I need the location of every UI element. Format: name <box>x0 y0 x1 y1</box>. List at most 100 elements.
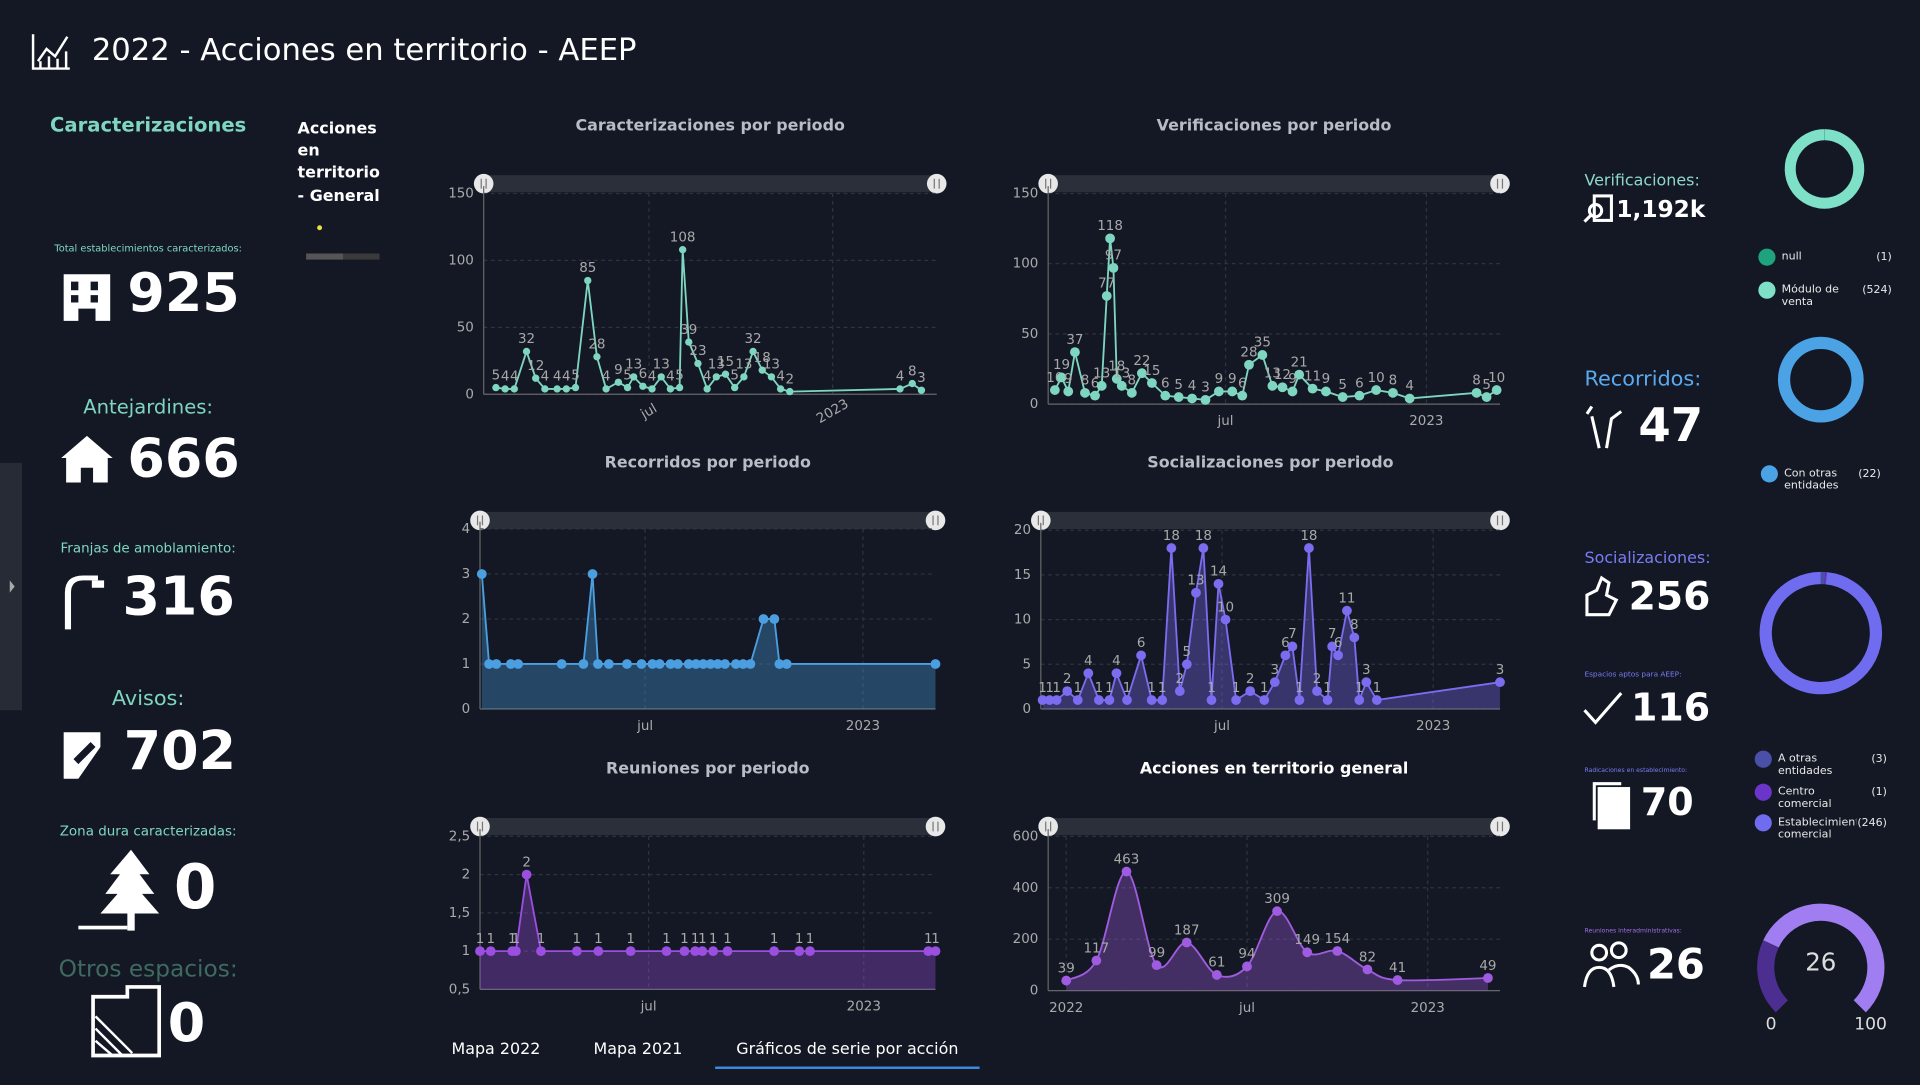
data-point <box>1270 677 1280 687</box>
slider-handle[interactable] <box>1490 174 1510 194</box>
gauge-tick-label: 100 <box>1854 1014 1887 1034</box>
data-label: 8 <box>1350 618 1359 633</box>
slider-handle[interactable] <box>927 174 947 194</box>
data-point <box>655 659 665 669</box>
widget-title: Acciones en territorio - General <box>298 119 386 208</box>
legend-value: (3) <box>1871 752 1887 765</box>
data-point <box>1122 695 1132 705</box>
data-label: 19 <box>1053 358 1070 373</box>
range-slider[interactable] <box>484 175 937 192</box>
data-label: 18 <box>1195 529 1212 544</box>
data-label: 309 <box>1264 892 1290 907</box>
data-point <box>511 385 518 392</box>
data-point <box>1147 378 1157 388</box>
data-point <box>572 384 579 391</box>
donut-segment <box>1784 343 1857 416</box>
legend-swatch <box>1755 784 1772 801</box>
data-label: 9 <box>1215 372 1224 387</box>
data-point <box>532 375 539 382</box>
data-point <box>1288 642 1298 652</box>
y-tick-label: 150 <box>1013 186 1039 201</box>
data-point <box>777 385 784 392</box>
chart-title: Socializaciones por periodo <box>1147 452 1393 471</box>
data-point <box>572 946 582 956</box>
slider-handle[interactable] <box>926 511 946 531</box>
tab[interactable]: Mapa 2022 <box>451 1039 540 1058</box>
page-title: 2022 - Acciones en territorio - AEEP <box>92 33 637 68</box>
data-point <box>1166 543 1176 553</box>
data-label: 2 <box>1063 672 1072 687</box>
data-label: 4 <box>1112 654 1121 669</box>
tab[interactable]: Gráficos de serie por acción <box>736 1039 958 1058</box>
range-slider[interactable] <box>1041 512 1500 529</box>
data-label: 49 <box>1479 959 1496 974</box>
data-point <box>513 659 523 669</box>
data-label: 1 <box>1232 681 1241 696</box>
slider-handle[interactable] <box>926 817 946 837</box>
data-label: 1 <box>512 932 521 947</box>
data-point <box>1372 695 1382 705</box>
data-label: 99 <box>1148 946 1165 961</box>
data-point <box>1483 973 1493 983</box>
range-slider[interactable] <box>1048 175 1500 192</box>
data-label: 10 <box>1368 371 1385 386</box>
data-label: 39 <box>1058 961 1075 976</box>
data-label: 9 <box>1322 372 1331 387</box>
legend-value: (22) <box>1858 467 1881 480</box>
data-point <box>604 659 614 669</box>
data-point <box>1214 579 1224 589</box>
data-label: 4 <box>553 370 562 385</box>
data-point <box>541 385 548 392</box>
data-label: 1 <box>1123 681 1132 696</box>
data-point <box>1147 695 1157 705</box>
data-point <box>1102 291 1112 301</box>
data-label: 1 <box>1323 681 1332 696</box>
kpi-label: Total establecimientos caracterizados: <box>53 244 242 255</box>
y-tick-label: 15 <box>1014 568 1031 583</box>
kpi-value: 0 <box>168 991 205 1054</box>
y-tick-label: 200 <box>1013 932 1039 947</box>
data-point <box>584 277 591 284</box>
data-point <box>563 385 570 392</box>
y-tick-label: 150 <box>448 186 474 201</box>
data-label: 4 <box>1084 654 1093 669</box>
legend-label: Con otras entidades <box>1784 468 1850 493</box>
data-label: 118 <box>1097 219 1123 234</box>
range-slider[interactable] <box>1048 818 1500 835</box>
tab[interactable]: Mapa 2021 <box>594 1039 683 1058</box>
x-tick-label: jul <box>638 401 660 422</box>
data-label: 6 <box>1161 376 1170 391</box>
slider-handle[interactable] <box>1490 511 1510 531</box>
legend-swatch <box>1758 249 1775 266</box>
data-point <box>1405 394 1415 404</box>
data-point <box>637 659 647 669</box>
kpi-label: Reuniones interadministrativas: <box>1584 928 1681 935</box>
data-point <box>553 385 560 392</box>
data-point <box>679 246 686 253</box>
slider-handle[interactable] <box>1490 817 1510 837</box>
donut-segment <box>1766 578 1876 688</box>
range-slider[interactable] <box>480 512 936 529</box>
data-point <box>1152 960 1162 970</box>
kpi-label: Zona dura caracterizadas: <box>60 824 237 839</box>
range-slider[interactable] <box>480 818 936 835</box>
data-point <box>1257 350 1267 360</box>
x-tick-label: jul <box>640 1000 657 1015</box>
kpi-value: 316 <box>122 565 234 628</box>
kpi-value: 925 <box>127 261 239 324</box>
data-point <box>1122 867 1132 877</box>
kpi-value: 702 <box>124 719 236 782</box>
data-label: 1 <box>1207 681 1216 696</box>
y-tick-label: 0 <box>465 387 474 402</box>
data-label: 2 <box>786 372 795 387</box>
x-tick-label: jul <box>1217 414 1234 429</box>
data-point <box>486 946 496 956</box>
widget-dot <box>317 225 322 230</box>
legend-value: (524) <box>1862 283 1892 296</box>
data-label: 1 <box>770 932 779 947</box>
data-point <box>593 353 600 360</box>
data-point <box>1259 695 1269 705</box>
data-point <box>1083 668 1093 678</box>
